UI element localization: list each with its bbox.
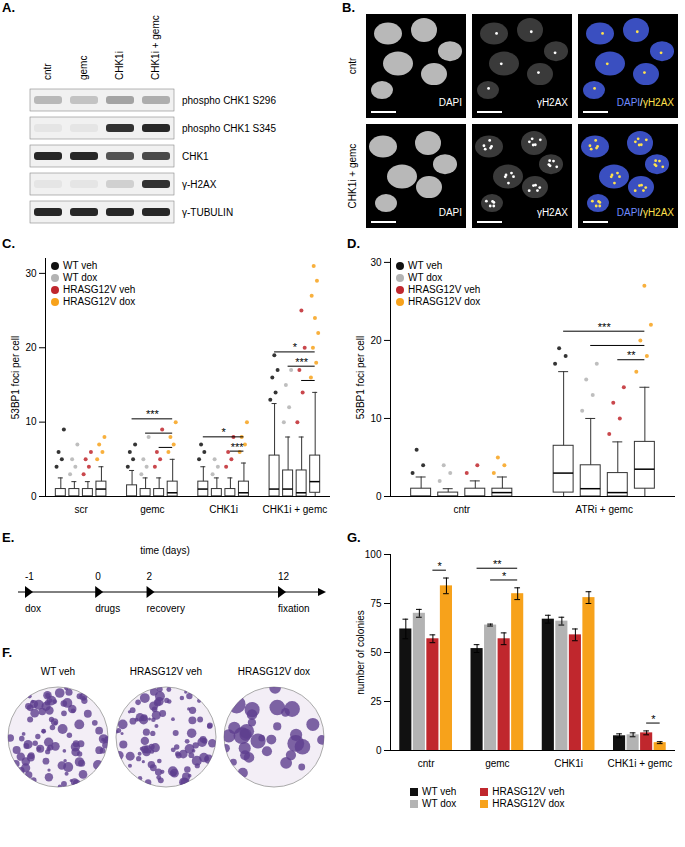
svg-text:CHK1i + gemc: CHK1i + gemc [263,504,328,515]
svg-text:phospho CHK1 S345: phospho CHK1 S345 [182,123,276,134]
svg-text:drugs: drugs [95,603,120,614]
svg-text:fixation: fixation [278,603,310,614]
html-text:G.: G. [347,530,361,545]
svg-text:0: 0 [31,491,37,502]
svg-text:12: 12 [278,571,290,582]
svg-text:10: 10 [370,413,382,424]
svg-text:recovery: recovery [147,603,185,614]
svg-text:-1: -1 [25,571,34,582]
svg-text:cntr: cntr [347,57,358,74]
svg-text:53BP1 foci per cell: 53BP1 foci per cell [10,336,21,419]
svg-text:number of colonies: number of colonies [355,610,366,695]
svg-text:cntr: cntr [42,63,53,80]
svg-text:***: *** [231,441,245,453]
svg-text:*: * [651,713,656,725]
svg-text:cntr: cntr [453,504,470,515]
svg-text:time (days): time (days) [140,545,189,556]
html-text:C.: C. [2,236,15,251]
svg-text:ATRi + gemc: ATRi + gemc [576,504,633,515]
html-text:WT dox: WT dox [408,272,443,283]
svg-text:CHK1i: CHK1i [554,758,583,769]
svg-text:CHK1i: CHK1i [114,51,125,80]
svg-text:0: 0 [95,571,101,582]
svg-text:WT veh: WT veh [41,666,75,677]
svg-text:*: * [438,560,443,572]
html-text:WT dox: WT dox [63,272,98,283]
html-text:HRASG12V veh: HRASG12V veh [63,284,136,295]
svg-text:2: 2 [147,571,153,582]
svg-text:gemc: gemc [485,758,509,769]
html-text:HRASG12V dox: HRASG12V dox [492,798,565,809]
svg-text:***: *** [146,408,160,420]
svg-text:γH2AX: γH2AX [537,97,568,108]
svg-text:DAPI/γH2AX: DAPI/γH2AX [617,207,675,218]
html-text:F.: F. [2,645,13,660]
svg-text:20: 20 [370,335,382,346]
html-text:WT veh: WT veh [63,260,98,271]
svg-text:DAPI/γH2AX: DAPI/γH2AX [617,97,675,108]
svg-text:CHK1i + gemc: CHK1i + gemc [150,15,161,80]
svg-text:dox: dox [25,603,41,614]
svg-text:75: 75 [370,598,382,609]
svg-text:0: 0 [376,745,382,756]
svg-text:0: 0 [376,491,382,502]
html-text:WT veh: WT veh [408,260,443,271]
svg-text:*: * [221,426,226,438]
svg-text:DAPI: DAPI [439,207,462,218]
svg-text:DAPI: DAPI [439,97,462,108]
svg-text:**: ** [627,349,636,361]
svg-text:30: 30 [370,257,382,268]
html-text:HRASG12V veh: HRASG12V veh [408,284,481,295]
svg-text:CHK1i + gemc: CHK1i + gemc [608,758,673,769]
svg-text:HRASG12V dox: HRASG12V dox [238,666,310,677]
svg-text:CHK1i: CHK1i [209,504,238,515]
svg-text:γ-TUBULIN: γ-TUBULIN [182,207,233,218]
html-text:HRASG12V veh: HRASG12V veh [492,786,565,797]
svg-text:100: 100 [365,549,382,560]
html-text:WT veh: WT veh [422,786,457,797]
svg-text:*: * [502,570,507,582]
svg-text:gemc: gemc [140,504,164,515]
svg-text:scr: scr [74,504,88,515]
svg-text:cntr: cntr [418,758,435,769]
svg-text:10: 10 [25,416,37,427]
svg-text:phospho CHK1 S296: phospho CHK1 S296 [182,95,276,106]
html-text:D.: D. [347,236,360,251]
html-text:E.: E. [2,530,15,545]
html-text:HRASG12V dox: HRASG12V dox [408,296,481,307]
svg-text:CHK1i + gemc: CHK1i + gemc [347,144,358,209]
svg-text:*: * [293,341,298,353]
svg-text:***: *** [598,321,612,333]
svg-text:53BP1 foci per cell: 53BP1 foci per cell [355,336,366,419]
svg-text:γ-H2AX: γ-H2AX [182,179,217,190]
svg-text:gemc: gemc [78,56,89,80]
html-text:WT dox: WT dox [422,798,457,809]
svg-text:HRASG12V veh: HRASG12V veh [130,666,202,677]
svg-text:50: 50 [370,647,382,658]
html-text:A.: A. [2,0,15,15]
svg-text:CHK1: CHK1 [182,151,209,162]
svg-text:25: 25 [370,696,382,707]
svg-text:**: ** [493,558,502,570]
svg-text:20: 20 [25,342,37,353]
html-text:B.: B. [342,0,355,15]
svg-text:γH2AX: γH2AX [537,207,568,218]
html-text:HRASG12V dox: HRASG12V dox [63,296,136,307]
svg-text:30: 30 [25,268,37,279]
svg-text:***: *** [295,356,309,368]
